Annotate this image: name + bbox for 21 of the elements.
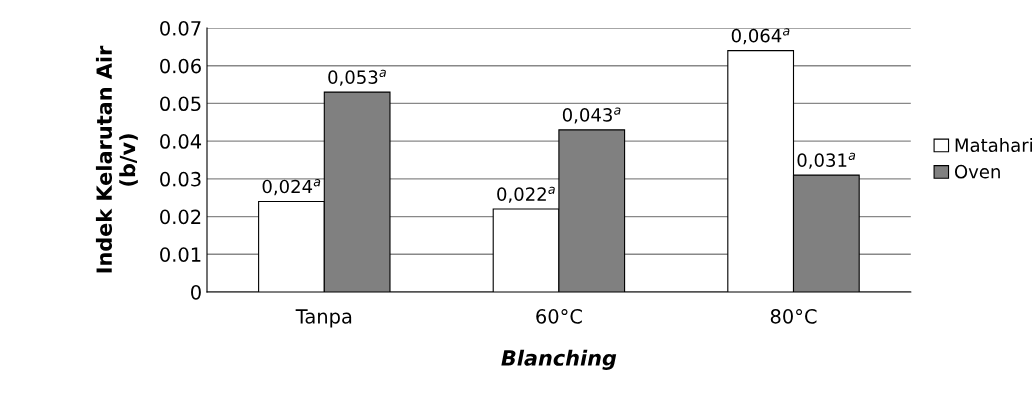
y-tick-label: 0.07	[160, 20, 201, 36]
y-tick-label: 0.02	[160, 209, 201, 225]
data-label: 0,022$^{a}$	[497, 186, 555, 203]
y-tick-label: 0.01	[160, 247, 201, 262]
data-label: 0,043$^{a}$	[562, 107, 621, 124]
x-tick-label: 80°C	[770, 309, 817, 324]
y-tick-label: 0.03	[160, 171, 201, 187]
y-tick-label: 0.05	[160, 96, 201, 112]
y-tick-label: 0	[191, 284, 201, 300]
data-label: 0,024$^{a}$	[262, 179, 321, 196]
legend-label: Oven	[954, 164, 1000, 179]
x-tick-label: Tanpa	[295, 309, 352, 328]
y-tick-label: 0.04	[160, 134, 202, 149]
legend-label: Matahari	[955, 138, 1032, 152]
x-tick-label: 60°C	[536, 309, 582, 324]
x-axis-title: Blanching	[501, 349, 617, 371]
data-label: 0,031$^{a}$	[797, 152, 856, 169]
y-tick-label: 0.06	[160, 58, 201, 74]
data-label: 0,064$^{a}$	[731, 28, 790, 45]
y-axis-title: Indek Kelarutan Air (b/v)	[95, 45, 138, 273]
data-label: 0,053$^{a}$	[328, 69, 386, 86]
